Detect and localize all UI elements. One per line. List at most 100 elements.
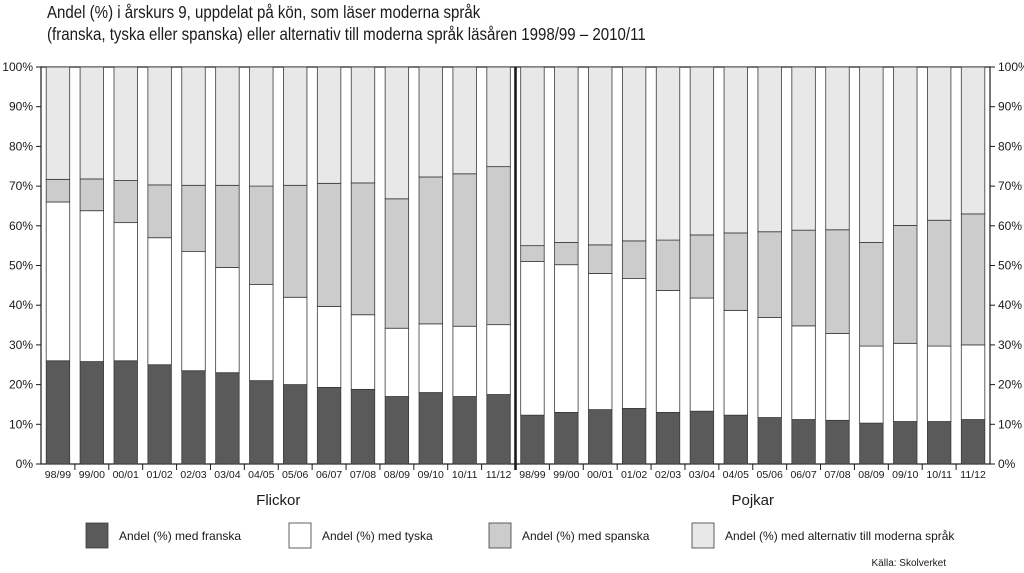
bar-segment-franska (689, 410, 715, 465)
bar-segment-tyska (45, 201, 71, 362)
bar-segment-spanska (621, 240, 647, 280)
y-tick-label-left: 50% (9, 259, 33, 273)
source-label: Källa: Skolverket (872, 558, 947, 569)
bar-segment-franska (927, 421, 952, 465)
bar-segment-spanska (147, 184, 172, 239)
bar-segment-spanska (45, 178, 71, 203)
bar-segment-tyska (316, 305, 342, 388)
legend-label-spanska: Andel (%) med spanska (522, 529, 650, 543)
x-tick-label: 05/06 (282, 469, 308, 481)
bar-segment-alternativ (554, 66, 579, 243)
bar-segment-alternativ (655, 66, 681, 241)
bar-segment-alternativ (520, 66, 545, 247)
bar-segment-spanska (113, 180, 138, 224)
bar-segment-tyska (689, 297, 715, 412)
bar-segment-alternativ (486, 66, 511, 168)
bar-segment-alternativ (350, 66, 376, 184)
y-tick-label-left: 90% (9, 100, 33, 114)
bar-segment-franska (723, 414, 748, 465)
bar-segment-franska (588, 409, 613, 465)
y-tick-label-left: 70% (9, 179, 33, 193)
bar-segment-franska (283, 384, 308, 465)
x-tick-label: 01/02 (621, 469, 647, 481)
x-tick-label: 06/07 (790, 469, 816, 481)
bar-segment-spanska (588, 244, 613, 274)
bar-segment-spanska (554, 242, 579, 266)
bar-segment-franska (520, 414, 545, 465)
bar-segment-franska (621, 408, 647, 465)
bar-segment-alternativ (249, 66, 274, 187)
bar-segment-tyska (215, 267, 240, 374)
x-tick-label: 10/11 (926, 469, 952, 481)
bar-segment-tyska (486, 324, 511, 395)
bar-segment-tyska (859, 345, 884, 424)
legend-swatch-spanska (488, 522, 512, 549)
bar-segment-alternativ (79, 66, 104, 180)
x-tick-label: 10/11 (452, 469, 478, 481)
y-tick-label-right: 60% (998, 219, 1022, 233)
bar-segment-alternativ (452, 66, 477, 175)
bar-segment-alternativ (723, 66, 748, 234)
bar-segment-franska (960, 419, 986, 465)
bar-segment-tyska (655, 290, 681, 413)
bar-segment-franska (249, 380, 274, 465)
bar-segment-spanska (283, 184, 308, 298)
y-tick-label-right: 20% (998, 378, 1022, 392)
bar-segment-tyska (350, 314, 376, 390)
bar-segment-alternativ (215, 66, 240, 186)
bar-segment-spanska (893, 225, 918, 344)
x-tick-label: 04/05 (248, 469, 274, 481)
bar-segment-alternativ (960, 66, 986, 215)
bar-segment-alternativ (757, 66, 782, 233)
bar-segment-alternativ (384, 66, 410, 200)
bar-segment-alternativ (147, 66, 172, 186)
bar-segment-alternativ (113, 66, 138, 181)
x-tick-label: 98/99 (45, 469, 71, 481)
bar-segment-tyska (588, 273, 613, 411)
y-tick-label-right: 30% (998, 338, 1022, 352)
bar-segment-tyska (283, 296, 308, 386)
y-tick-label-left: 80% (9, 139, 33, 153)
bar-segment-spanska (486, 166, 511, 326)
y-tick-label-left: 10% (9, 417, 33, 431)
bar-segment-spanska (960, 213, 986, 346)
chart-title-line1: Andel (%) i årskurs 9, uppdelat på kön, … (47, 2, 481, 22)
bar-segment-franska (215, 372, 240, 465)
x-tick-label: 00/01 (587, 469, 613, 481)
x-tick-label: 99/00 (553, 469, 579, 481)
chart-title-line2: (franska, tyska eller spanska) eller alt… (47, 24, 646, 44)
y-tick-label-right: 10% (998, 417, 1022, 431)
bar-segment-spanska (350, 182, 376, 316)
legend-swatch-alternativ (691, 522, 715, 549)
bar-segment-tyska (249, 284, 274, 382)
x-tick-label: 04/05 (723, 469, 749, 481)
x-tick-label: 09/10 (892, 469, 918, 481)
bar-segment-spanska (249, 185, 274, 285)
bar-segment-spanska (181, 184, 206, 253)
y-tick-label-right: 70% (998, 179, 1022, 193)
bar-segment-franska (452, 396, 477, 465)
x-tick-label: 08/09 (384, 469, 410, 481)
bar-segment-spanska (215, 184, 240, 268)
bar-segment-franska (486, 394, 511, 465)
bar-segment-spanska (927, 219, 952, 347)
bar-segment-franska (147, 364, 172, 465)
bar-segment-tyska (384, 327, 410, 397)
bar-segment-spanska (655, 239, 681, 291)
bar-segment-alternativ (689, 66, 715, 236)
legend-swatch-tyska (288, 522, 312, 549)
x-tick-label: 07/08 (350, 469, 376, 481)
y-tick-label-left: 0% (16, 457, 34, 471)
bar-segment-alternativ (621, 66, 647, 242)
group-label-flickor: Flickor (256, 492, 300, 509)
bar-segment-tyska (757, 317, 782, 418)
bar-segment-alternativ (181, 66, 206, 186)
y-tick-label-right: 50% (998, 259, 1022, 273)
y-tick-label-left: 40% (9, 298, 33, 312)
legend-label-franska: Andel (%) med franska (119, 529, 241, 543)
bar-segment-franska (350, 388, 376, 465)
bar-segment-tyska (181, 251, 206, 372)
bar-segment-tyska (418, 323, 443, 393)
bar-segment-franska (418, 392, 443, 465)
bar-segment-alternativ (316, 66, 342, 184)
